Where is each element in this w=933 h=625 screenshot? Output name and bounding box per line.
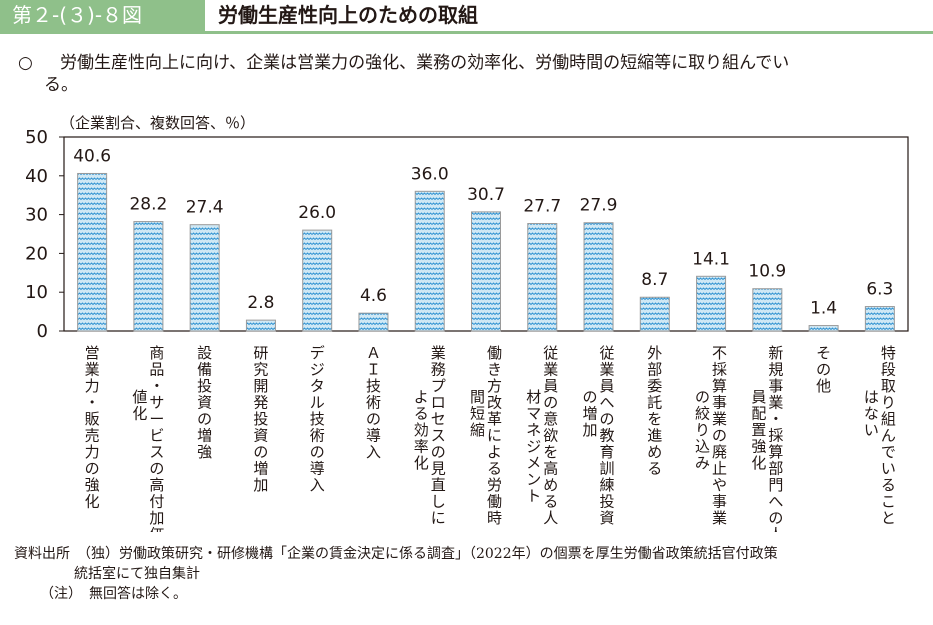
value-label: 6.3 — [866, 280, 893, 300]
figure-number: 第２-(３)-８図 — [0, 0, 205, 31]
category-label: 営業力・販売力の強化 — [85, 344, 100, 511]
category-label: 特段取り組んでいること — [881, 344, 896, 527]
y-tick-label: 20 — [25, 243, 48, 264]
bar — [77, 172, 108, 332]
bar-chart: （企業割合、複数回答、％） 0 10 20 30 40 50 40.6 28.2 27.4 2.… — [25, 114, 909, 532]
y-tick-label: 50 — [25, 127, 48, 148]
category-label: 従業員への教育訓練投資 — [600, 344, 615, 527]
y-tick-label: 0 — [37, 321, 48, 342]
category-label: 商品・サービスの高付加価 — [149, 344, 164, 532]
footnote: （注） 無回答は除く。 — [40, 586, 187, 602]
category-label: 員配置強化 — [751, 388, 766, 472]
bar — [639, 296, 670, 332]
category-label: ＡＩ技術の導入 — [366, 344, 381, 461]
value-label: 36.0 — [411, 164, 449, 184]
value-label: 8.7 — [641, 270, 668, 290]
value-label: 2.8 — [247, 293, 274, 313]
bar — [414, 190, 445, 332]
summary-line-1: 労働生産性向上に向け、企業は営業力の強化、業務の効率化、労働時間の短縮等に取り組… — [60, 53, 790, 73]
category-label: デジタル技術の導入 — [310, 344, 325, 494]
category-label: 新規事業・採算部門への人 — [768, 344, 783, 532]
bar — [358, 312, 389, 332]
source-line-2: 統括室にて独自集計 — [74, 566, 200, 582]
bar — [133, 221, 164, 332]
value-label: 30.7 — [467, 185, 505, 205]
category-label: その他 — [816, 344, 831, 395]
footer: 資料出所 （独）労働政策研究・研修機構「企業の賃金決定に係る調査」（2022年）… — [14, 544, 778, 604]
source-line-1: 資料出所 （独）労働政策研究・研修機構「企業の賃金決定に係る調査」（2022年）… — [14, 546, 778, 562]
value-label: 27.7 — [523, 197, 561, 217]
bar — [752, 288, 783, 332]
figure-header: 第２-(３)-８図 労働生産性向上のための取組 — [0, 0, 933, 34]
value-label: 26.0 — [298, 203, 336, 223]
bar — [189, 224, 220, 332]
bar — [583, 222, 614, 332]
category-label: の増加 — [583, 388, 598, 439]
summary-text: ○ 労働生産性向上に向け、企業は営業力の強化、業務の効率化、労働時間の短縮等に取り… — [18, 52, 918, 96]
y-axis: 0 10 20 30 40 50 — [25, 127, 64, 342]
figure-title: 労働生産性向上のための取組 — [218, 3, 478, 27]
value-label: 28.2 — [129, 195, 167, 215]
unit-label: （企業割合、複数回答、％） — [60, 114, 255, 132]
y-tick-label: 40 — [25, 166, 48, 187]
bar — [527, 223, 558, 332]
y-tick-label: 30 — [25, 205, 48, 226]
category-label: 不採算事業の廃止や事業 — [712, 344, 727, 527]
value-label: 1.4 — [810, 299, 837, 319]
value-label: 27.9 — [580, 196, 618, 216]
bullet-circle-icon: ○ — [18, 53, 33, 73]
value-label: 40.6 — [73, 146, 111, 166]
category-label: 間短縮 — [470, 388, 485, 439]
bar — [471, 211, 501, 332]
category-label: 働き方改革による労働時 — [487, 344, 502, 527]
category-label: の絞り込み — [695, 388, 710, 472]
bar — [864, 306, 895, 332]
category-label: 設備投資の増強 — [197, 344, 212, 461]
y-tick-label: 10 — [25, 282, 48, 303]
category-label: はない — [864, 388, 879, 439]
category-label: 従業員の意欲を高める人 — [543, 344, 558, 527]
category-label: 業務プロセスの見直しに — [431, 344, 446, 527]
category-label: 研究開発投資の増加 — [253, 344, 268, 494]
category-label: 外部委託を進める — [647, 344, 662, 478]
bar — [696, 275, 727, 332]
category-label: 材マネジメント — [526, 388, 541, 505]
bar — [302, 229, 333, 332]
value-label: 27.4 — [186, 198, 224, 218]
bar — [808, 325, 839, 332]
bar — [245, 319, 276, 332]
value-label: 10.9 — [748, 262, 786, 282]
summary-line-2: る。 — [44, 75, 78, 95]
category-labels: 営業力・販売力の強化 商品・サービスの高付加価値化 設備投資の増強 研究開発投資の増加… — [85, 344, 896, 532]
value-labels: 40.6 28.2 27.4 2.8 26.0 4.6 36.0 30.7 27.7 27.9 8.… — [73, 146, 893, 318]
category-label: よる効率化 — [414, 388, 429, 472]
value-label: 4.6 — [360, 286, 387, 306]
category-label: 値化 — [132, 388, 147, 423]
value-label: 14.1 — [692, 249, 730, 269]
bars — [77, 172, 895, 332]
